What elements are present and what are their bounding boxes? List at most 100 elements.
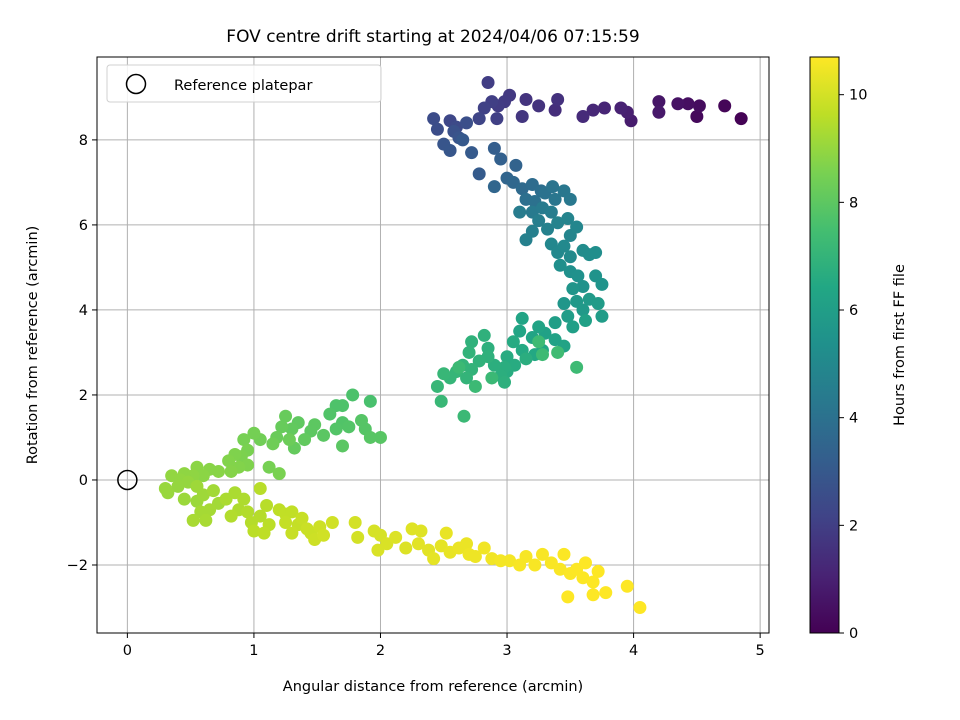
data-point: [460, 537, 474, 551]
data-point: [427, 112, 441, 126]
data-point: [186, 513, 200, 527]
data-point: [500, 350, 514, 364]
data-point: [692, 99, 706, 113]
data-point: [206, 484, 220, 498]
data-point: [260, 498, 274, 512]
data-point: [266, 437, 280, 451]
data-point: [285, 422, 299, 436]
reference-marker-group: [117, 469, 138, 491]
data-point: [452, 360, 466, 374]
data-point: [586, 103, 600, 117]
data-point: [348, 515, 362, 529]
data-point: [323, 407, 337, 421]
x-tick-label: 5: [756, 643, 765, 659]
x-axis-ticks: 0 1 2 3 4 5: [123, 633, 765, 659]
data-point: [465, 335, 479, 349]
plot-frame: [96, 56, 770, 634]
legend: Reference platepar: [106, 64, 382, 103]
data-point: [247, 426, 261, 440]
data-point: [456, 133, 470, 147]
data-point: [519, 549, 533, 563]
data-point: [509, 158, 523, 172]
y-tick-label: 2: [79, 388, 88, 404]
data-point: [468, 549, 482, 563]
data-point: [485, 371, 499, 385]
data-point: [262, 460, 276, 474]
data-point: [295, 511, 309, 525]
data-point: [541, 222, 555, 236]
data-point: [571, 269, 585, 283]
data-point: [247, 524, 261, 538]
colorbar: [809, 56, 840, 634]
y-axis-ticks: −2 0 2 4 6 8: [67, 133, 97, 574]
y-tick-label: −2: [67, 558, 88, 574]
data-point: [437, 367, 451, 381]
data-point: [544, 205, 558, 219]
data-point: [532, 335, 546, 349]
data-point: [519, 93, 533, 107]
data-point: [513, 205, 527, 219]
legend-label: Reference platepar: [174, 78, 312, 94]
data-point: [196, 469, 210, 483]
data-point: [465, 146, 479, 160]
data-point: [472, 167, 486, 181]
legend-marker: [125, 73, 147, 95]
grid: [97, 57, 769, 633]
data-point: [557, 297, 571, 311]
data-point: [298, 433, 312, 447]
data-point: [241, 505, 255, 519]
data-point: [528, 558, 542, 572]
colorbar-label: Hours from first FF file: [892, 264, 908, 426]
data-point: [506, 335, 520, 349]
data-point: [551, 345, 565, 359]
data-point: [325, 515, 339, 529]
data-point: [161, 486, 175, 500]
data-point: [346, 388, 360, 402]
data-point: [535, 547, 549, 561]
data-point: [597, 101, 611, 115]
data-point: [342, 420, 356, 434]
data-point: [690, 110, 704, 124]
data-point: [671, 97, 685, 111]
colorbar-tick-label: 10: [849, 88, 867, 104]
data-point: [586, 575, 600, 589]
data-point: [563, 192, 577, 206]
x-tick-label: 0: [123, 643, 132, 659]
data-point: [477, 541, 491, 555]
data-point: [578, 556, 592, 570]
data-point: [620, 579, 634, 593]
data-point: [494, 152, 508, 166]
data-point: [561, 212, 575, 226]
data-point: [427, 552, 441, 566]
data-point: [553, 258, 567, 272]
data-point: [652, 95, 666, 109]
data-point: [561, 590, 575, 604]
y-tick-label: 8: [79, 133, 88, 149]
data-point: [548, 103, 562, 117]
data-point: [513, 324, 527, 338]
data-point: [595, 309, 609, 323]
data-point: [430, 379, 444, 393]
colorbar-tick-label: 8: [849, 195, 858, 211]
data-point: [460, 371, 474, 385]
data-point: [532, 214, 546, 228]
data-point: [633, 600, 647, 614]
data-point: [614, 101, 628, 115]
data-point: [329, 422, 343, 436]
colorbar-ticks: 0 2 4 6 8 10: [839, 88, 867, 642]
data-point: [275, 420, 289, 434]
data-point: [519, 233, 533, 247]
data-point: [430, 122, 444, 136]
colorbar-tick-label: 6: [849, 303, 858, 319]
data-point: [576, 280, 590, 294]
data-point: [551, 93, 565, 107]
data-point: [487, 180, 501, 194]
data-point: [237, 492, 251, 506]
y-tick-label: 6: [79, 218, 88, 234]
y-tick-label: 0: [79, 473, 88, 489]
data-point: [734, 112, 748, 126]
chart-title: FOV centre drift starting at 2024/04/06 …: [226, 27, 639, 47]
data-point: [578, 314, 592, 328]
data-point: [515, 110, 529, 124]
data-point: [557, 239, 571, 253]
